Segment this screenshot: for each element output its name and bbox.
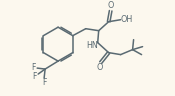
Text: O: O: [96, 63, 103, 72]
Text: O: O: [107, 1, 114, 10]
Text: F: F: [32, 72, 36, 81]
Text: F: F: [42, 78, 46, 86]
Text: OH: OH: [121, 15, 133, 24]
Text: HN: HN: [86, 41, 98, 50]
Text: F: F: [31, 63, 35, 72]
